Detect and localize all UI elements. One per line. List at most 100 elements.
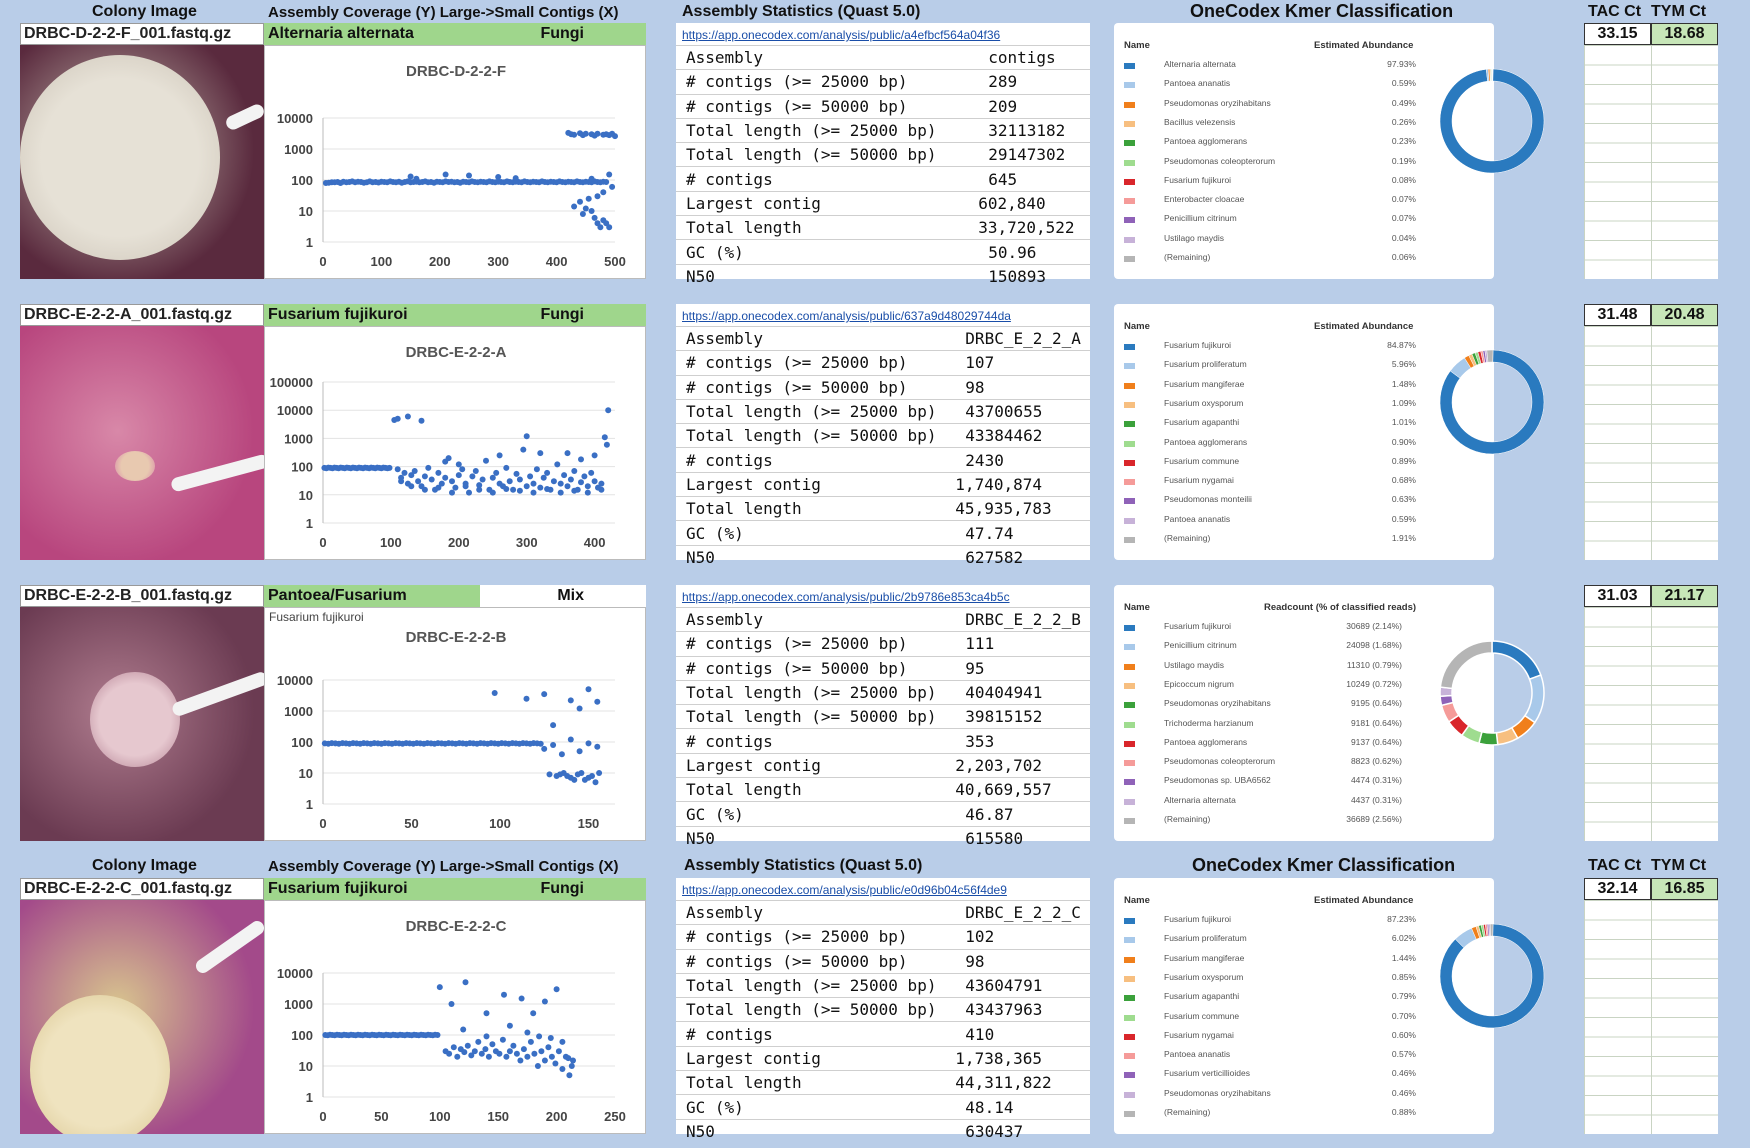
data-point	[536, 1033, 542, 1039]
x-tick-label: 0	[319, 816, 326, 831]
tym-ct-value: 21.17	[1651, 585, 1718, 607]
data-point	[520, 447, 526, 453]
abundance-value: 0.60%	[1392, 1030, 1416, 1040]
taxon-label: Pseudomonas oryzihabitans	[1164, 1088, 1271, 1098]
chart-title: DRBC-E-2-2-B	[406, 629, 507, 646]
y-tick-label: 100	[291, 1028, 313, 1043]
legend-swatch	[1124, 1072, 1135, 1078]
legend-swatch	[1124, 102, 1135, 108]
data-point	[538, 741, 544, 747]
stats-value: 289	[978, 70, 1090, 94]
taxon-label: Fusarium agapanthi	[1164, 417, 1239, 427]
legend-swatch	[1124, 363, 1135, 369]
y-tick-label: 10000	[277, 111, 313, 126]
data-point	[583, 206, 589, 212]
abundance-value: 1.91%	[1392, 533, 1416, 543]
stats-label: Total length (>= 50000 bp)	[676, 705, 955, 729]
onecodex-analysis-link[interactable]: https://app.onecodex.com/analysis/public…	[682, 309, 1011, 323]
data-point	[507, 1023, 513, 1029]
taxon-label: Fusarium fujikuroi	[1164, 621, 1231, 631]
colony-photo	[20, 326, 264, 560]
taxon-label: Pseudomonas coleopterorum	[1164, 156, 1275, 166]
legend-swatch	[1124, 441, 1135, 447]
donut-slice	[1487, 350, 1493, 362]
taxon-label: Alternaria alternata	[1164, 59, 1236, 69]
data-point	[475, 1039, 481, 1045]
legend-swatch	[1124, 644, 1135, 650]
abundance-value: 11310 (0.79%)	[1347, 660, 1402, 670]
ct-grid	[1584, 45, 1718, 279]
abundance-value: 6.02%	[1392, 933, 1416, 943]
abundance-value: 0.88%	[1392, 1107, 1416, 1117]
legend-swatch	[1124, 140, 1135, 146]
data-point	[537, 450, 543, 456]
data-point	[564, 773, 570, 779]
stats-label: Largest contig	[676, 472, 955, 496]
legend-swatch	[1124, 779, 1135, 785]
data-point	[524, 433, 530, 439]
stats-value: 98	[955, 375, 1090, 399]
data-point	[443, 172, 449, 178]
data-point	[473, 468, 479, 474]
data-point	[598, 487, 604, 493]
stats-value: DRBC_E_2_2_C	[955, 901, 1090, 925]
kingdom-label: Fungi	[540, 878, 584, 900]
kmer-value-header: Estimated Abundance	[1314, 40, 1413, 51]
stats-row: # contigs (>= 50000 bp)209	[676, 94, 1090, 118]
data-point	[593, 779, 599, 785]
y-tick-label: 1	[306, 516, 313, 531]
stats-label: Total length (>= 25000 bp)	[676, 118, 978, 142]
y-tick-label: 1000	[284, 431, 313, 446]
taxon-label: Fusarium commune	[1164, 456, 1239, 466]
taxon-name: Fusarium fujikuroi	[268, 304, 408, 326]
stats-label: # contigs	[676, 167, 978, 191]
stats-value: 627582	[955, 545, 1090, 569]
abundance-value: 0.59%	[1392, 78, 1416, 88]
onecodex-analysis-link[interactable]: https://app.onecodex.com/analysis/public…	[682, 590, 1010, 604]
stats-value: 1,740,874	[955, 472, 1090, 496]
stats-label: Total length	[676, 497, 955, 521]
data-point	[489, 1041, 495, 1047]
data-point	[482, 1046, 488, 1052]
stats-label: Largest contig	[676, 753, 955, 777]
data-point	[435, 470, 441, 476]
stats-label: Largest contig	[676, 191, 978, 215]
data-point	[586, 740, 592, 746]
data-point	[497, 452, 503, 458]
legend-swatch	[1124, 937, 1135, 943]
donut-slice	[1440, 69, 1544, 173]
taxon-label: Fusarium fujikuroi	[1164, 175, 1231, 185]
taxon-label: Pantoea ananatis	[1164, 1049, 1230, 1059]
stats-label: # contigs (>= 50000 bp)	[676, 949, 955, 973]
stats-value: 2430	[955, 448, 1090, 472]
taxon-label: Pseudomonas oryzihabitans	[1164, 698, 1271, 708]
stats-row: # contigs (>= 25000 bp)111	[676, 632, 1090, 656]
onecodex-analysis-link[interactable]: https://app.onecodex.com/analysis/public…	[682, 883, 1007, 897]
tac-ct-value: 32.14	[1584, 878, 1651, 900]
donut-slice	[1490, 924, 1493, 936]
data-point	[413, 176, 419, 182]
stats-label: Assembly	[676, 46, 978, 70]
stats-row: # contigs (>= 25000 bp)289	[676, 70, 1090, 94]
data-point	[456, 461, 462, 467]
onecodex-analysis-link[interactable]: https://app.onecodex.com/analysis/public…	[682, 28, 1000, 42]
